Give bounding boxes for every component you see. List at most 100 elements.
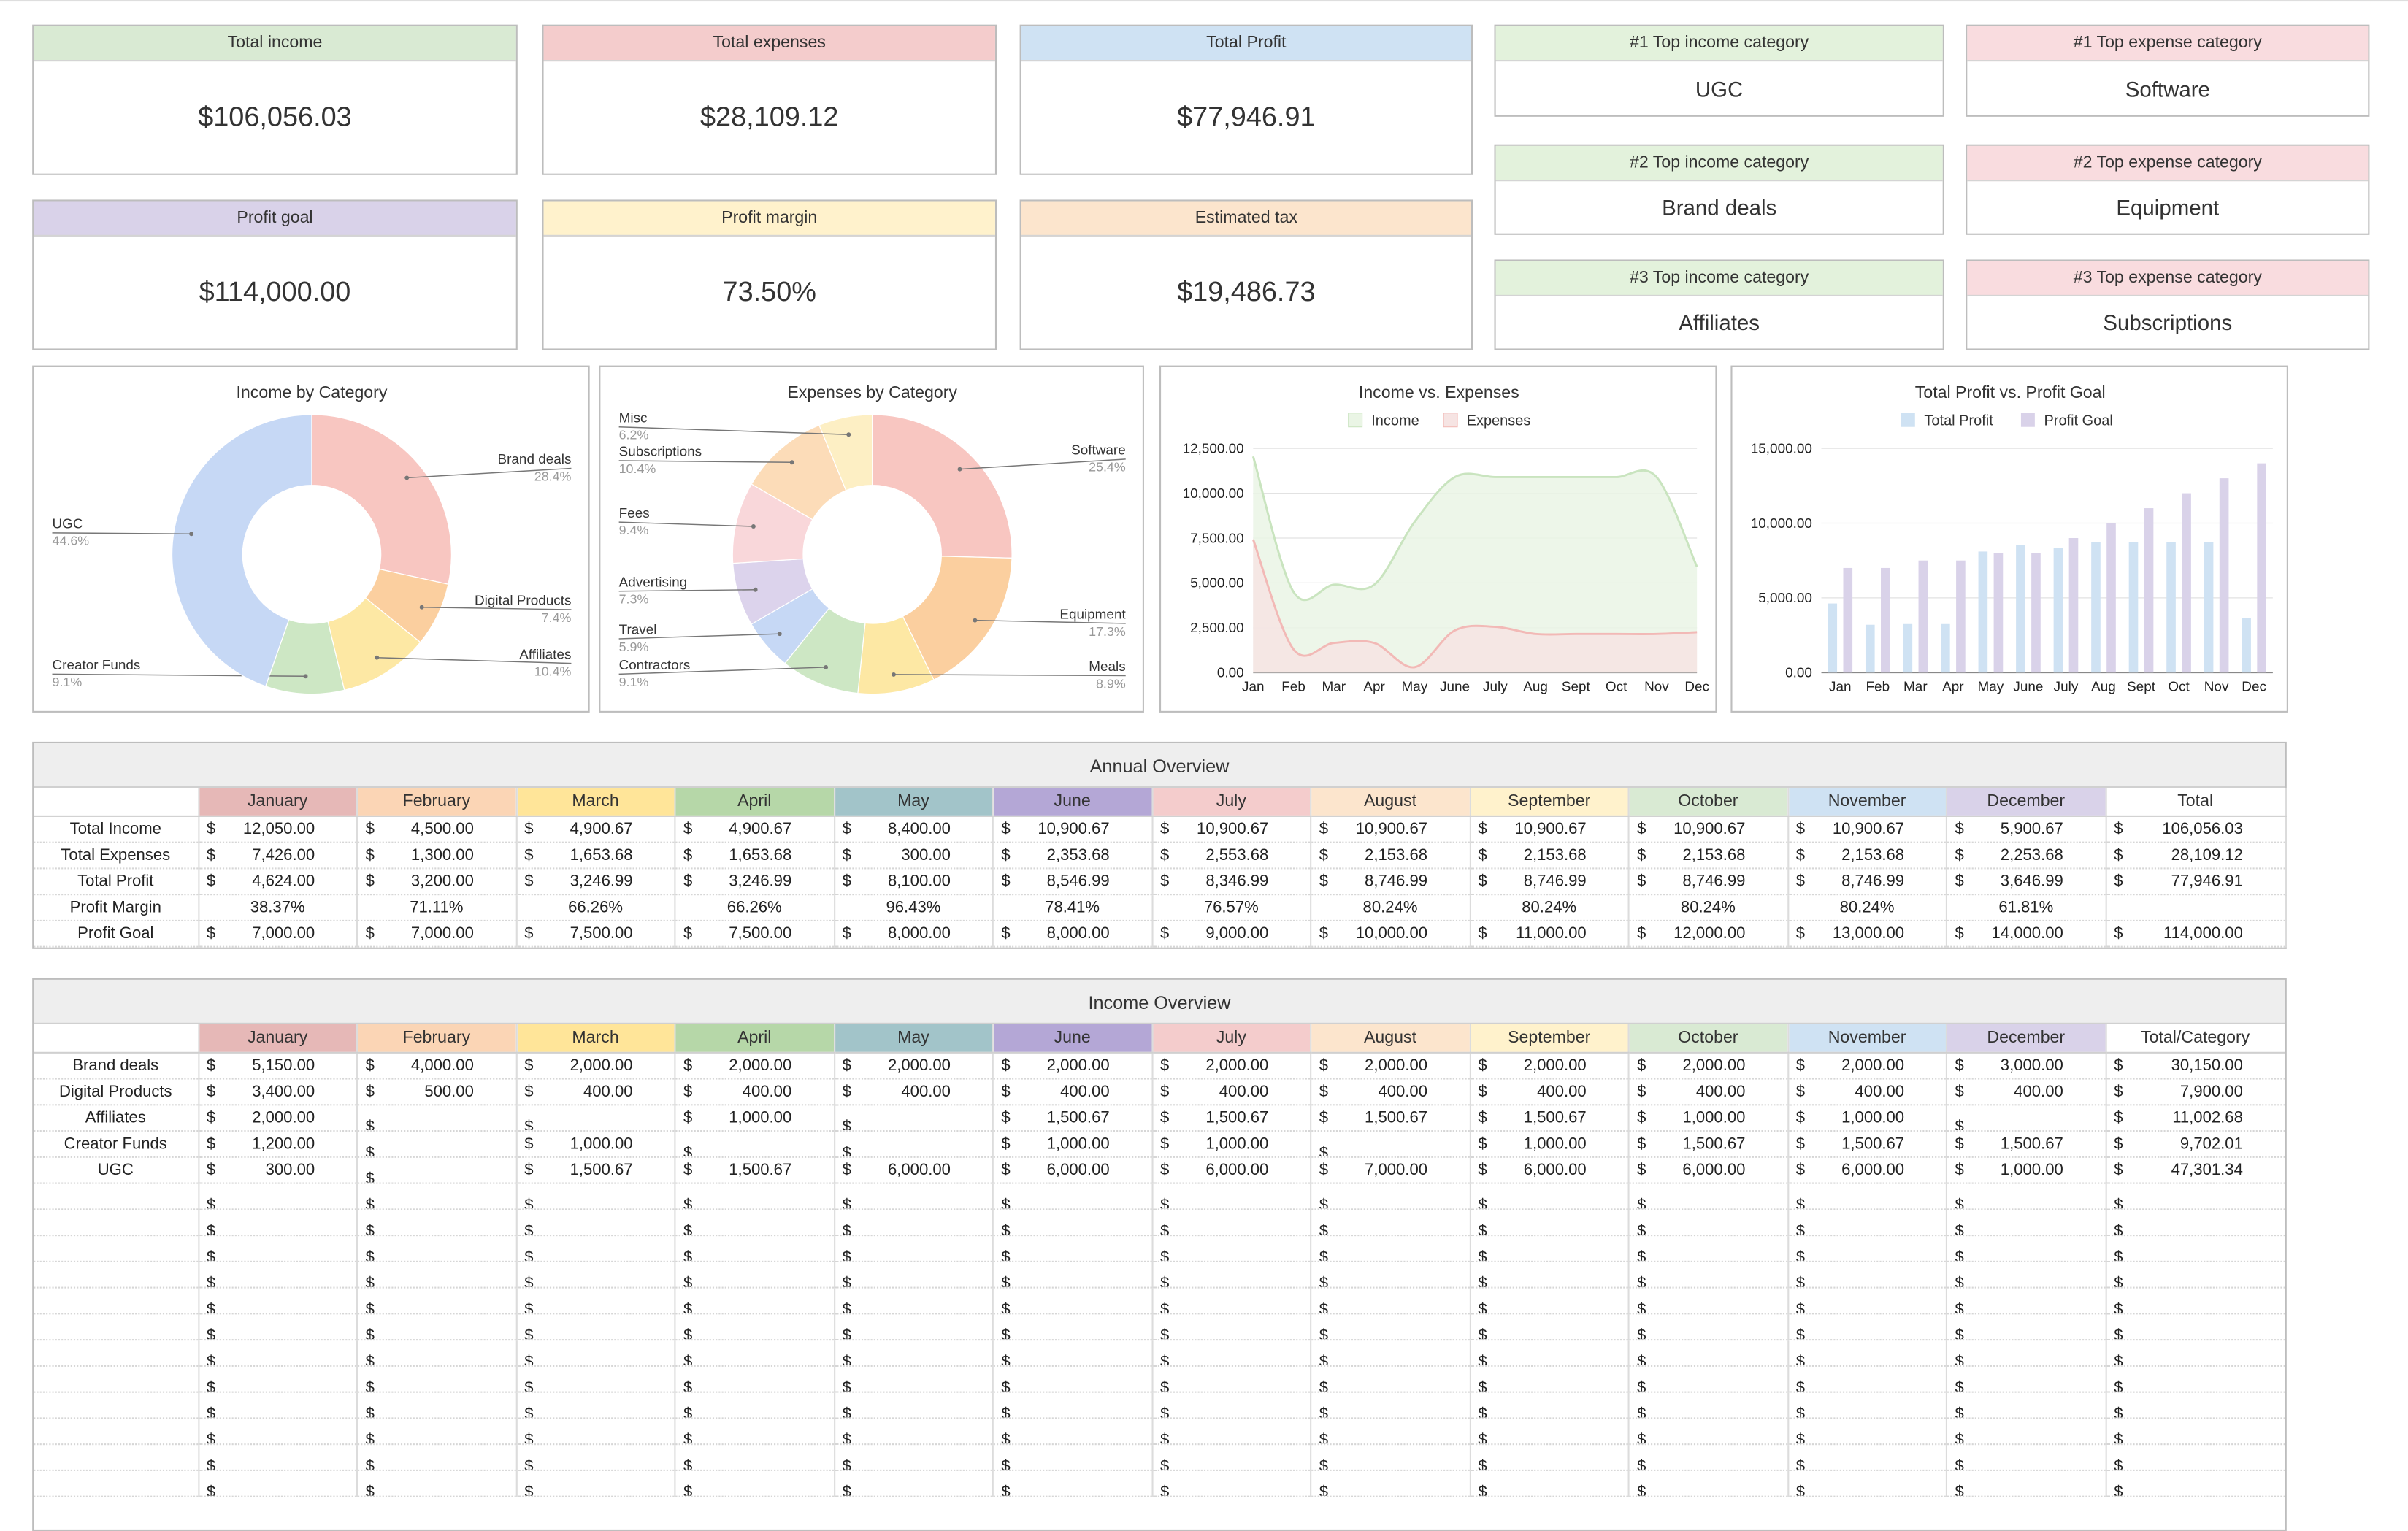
table-cell: $2,553.68 <box>1151 841 1312 869</box>
currency-symbol: $ <box>1795 924 1806 943</box>
currency-symbol: $ <box>1319 1143 1329 1156</box>
kpi-label: Profit margin <box>543 201 995 237</box>
currency-symbol: $ <box>1795 1134 1806 1153</box>
bar-total-profit <box>2166 542 2176 673</box>
top-expense-1: #1 Top expense category Software <box>1966 24 2370 117</box>
month-header: January <box>198 1024 358 1053</box>
table-cell: $ <box>357 1182 517 1210</box>
currency-symbol: $ <box>1637 1430 1646 1444</box>
currency-symbol: $ <box>1637 924 1646 943</box>
month-header: September <box>1469 787 1630 816</box>
profit-vs-goal-chart[interactable]: Total Profit vs. Profit Goal Total Profit… <box>1730 365 2288 713</box>
currency-symbol: $ <box>365 924 375 943</box>
table-cell: $4,900.67 <box>675 815 835 843</box>
currency-symbol: $ <box>1319 1160 1329 1179</box>
table-cell: $3,246.99 <box>515 867 676 895</box>
bar-profit-goal <box>2144 508 2154 673</box>
currency-symbol: $ <box>365 1273 375 1287</box>
currency-symbol: $ <box>1001 924 1011 943</box>
cell-value: 5,150.00 <box>252 1056 315 1075</box>
currency-symbol: $ <box>683 819 693 838</box>
cell-value: 12,050.00 <box>242 819 315 838</box>
table-cell: $ <box>1311 1417 1471 1445</box>
cell-value: 1,300.00 <box>410 845 474 864</box>
currency-symbol: $ <box>365 1351 375 1365</box>
table-cell: $1,000.00 <box>1946 1156 2106 1183</box>
table-cell: $10,900.67 <box>1469 815 1630 843</box>
table-cell: $11,000.00 <box>1469 919 1630 947</box>
currency-symbol: $ <box>1955 1378 1964 1392</box>
currency-symbol: $ <box>1319 1378 1329 1392</box>
currency-symbol: $ <box>683 1351 693 1365</box>
table-cell: $ <box>2105 1339 2285 1366</box>
currency-symbol: $ <box>1955 1081 1964 1101</box>
currency-symbol: $ <box>365 1195 375 1209</box>
currency-symbol: $ <box>683 845 693 864</box>
kpi-profit-margin: Profit margin 73.50% <box>542 199 997 350</box>
cell-value: 10,900.67 <box>1514 819 1587 838</box>
currency-symbol: $ <box>683 1300 693 1313</box>
chart-title: Total Profit vs. Profit Goal <box>1915 383 2106 402</box>
currency-symbol: $ <box>365 819 375 838</box>
currency-symbol: $ <box>365 1221 375 1235</box>
table-cell: $2,153.68 <box>1628 841 1789 869</box>
month-header: October <box>1628 1024 1789 1053</box>
table-cell: $ <box>357 1235 517 1262</box>
month-header: July <box>1151 1024 1312 1053</box>
leader-line <box>618 589 756 592</box>
x-tick-label: Jan <box>1242 679 1264 694</box>
income-by-category-chart[interactable]: Income by Category Brand deals 28.4% Digita… <box>32 365 590 713</box>
expenses-by-category-chart[interactable]: Expenses by Category Software 25.4% Equipme… <box>599 365 1144 713</box>
table-cell: $ <box>834 1417 994 1445</box>
table-cell: $400.00 <box>834 1078 994 1105</box>
slice-label: Advertising <box>619 575 688 590</box>
cell-value: 4,624.00 <box>252 871 315 890</box>
slice-percent: 6.2% <box>619 428 649 442</box>
bar-total-profit <box>2016 545 2025 673</box>
income-vs-expenses-chart[interactable]: Income vs. Expenses Income Expenses 0.00 2,5… <box>1159 365 1717 713</box>
currency-symbol: $ <box>1478 1160 1487 1179</box>
table-cell: $ <box>2105 1417 2285 1445</box>
annual-table: January February March April May June July Augu… <box>34 787 2286 947</box>
currency-symbol: $ <box>2114 845 2123 864</box>
cell-value: 1,000.00 <box>729 1108 792 1127</box>
table-cell: $300.00 <box>834 841 994 869</box>
table-cell: $5,900.67 <box>1946 815 2106 843</box>
table-cell: $1,300.00 <box>357 841 517 869</box>
kpi-total-expenses: Total expenses $28,109.12 <box>542 24 997 175</box>
currency-symbol: $ <box>842 924 851 943</box>
currency-symbol: $ <box>842 1326 851 1340</box>
currency-symbol: $ <box>1637 1273 1646 1287</box>
table-cell: $ <box>675 1443 835 1470</box>
currency-symbol: $ <box>1001 1160 1011 1179</box>
leader-dot <box>892 672 896 677</box>
bar-total-profit <box>1941 623 1950 673</box>
currency-symbol: $ <box>365 1247 375 1261</box>
table-cell: $7,500.00 <box>675 919 835 947</box>
bar-profit-goal <box>2257 463 2266 673</box>
leader-dot <box>189 532 194 537</box>
table-cell: $ <box>1628 1391 1789 1419</box>
currency-symbol: $ <box>842 1247 851 1261</box>
table-cell: $1,000.00 <box>1469 1130 1630 1157</box>
x-tick-label: Dec <box>2242 679 2266 694</box>
header-blank <box>34 1024 199 1053</box>
row-label <box>34 1469 199 1497</box>
cell-value: 14,000.00 <box>1991 924 2063 943</box>
cell-value: 6,000.00 <box>1523 1160 1587 1179</box>
table-cell: $3,646.99 <box>1946 867 2106 895</box>
currency-symbol: $ <box>524 1300 534 1313</box>
currency-symbol: $ <box>683 1160 693 1179</box>
currency-symbol: $ <box>1319 924 1329 943</box>
area-income <box>1253 456 1698 673</box>
currency-symbol: $ <box>1795 1221 1806 1235</box>
currency-symbol: $ <box>524 1482 534 1496</box>
leader-line <box>421 607 572 610</box>
chart-title: Income by Category <box>236 383 387 402</box>
currency-symbol: $ <box>2114 871 2123 890</box>
table-cell: $ <box>198 1339 358 1366</box>
month-header: August <box>1311 787 1471 816</box>
currency-symbol: $ <box>1637 819 1646 838</box>
table-cell: $ <box>1469 1417 1630 1445</box>
